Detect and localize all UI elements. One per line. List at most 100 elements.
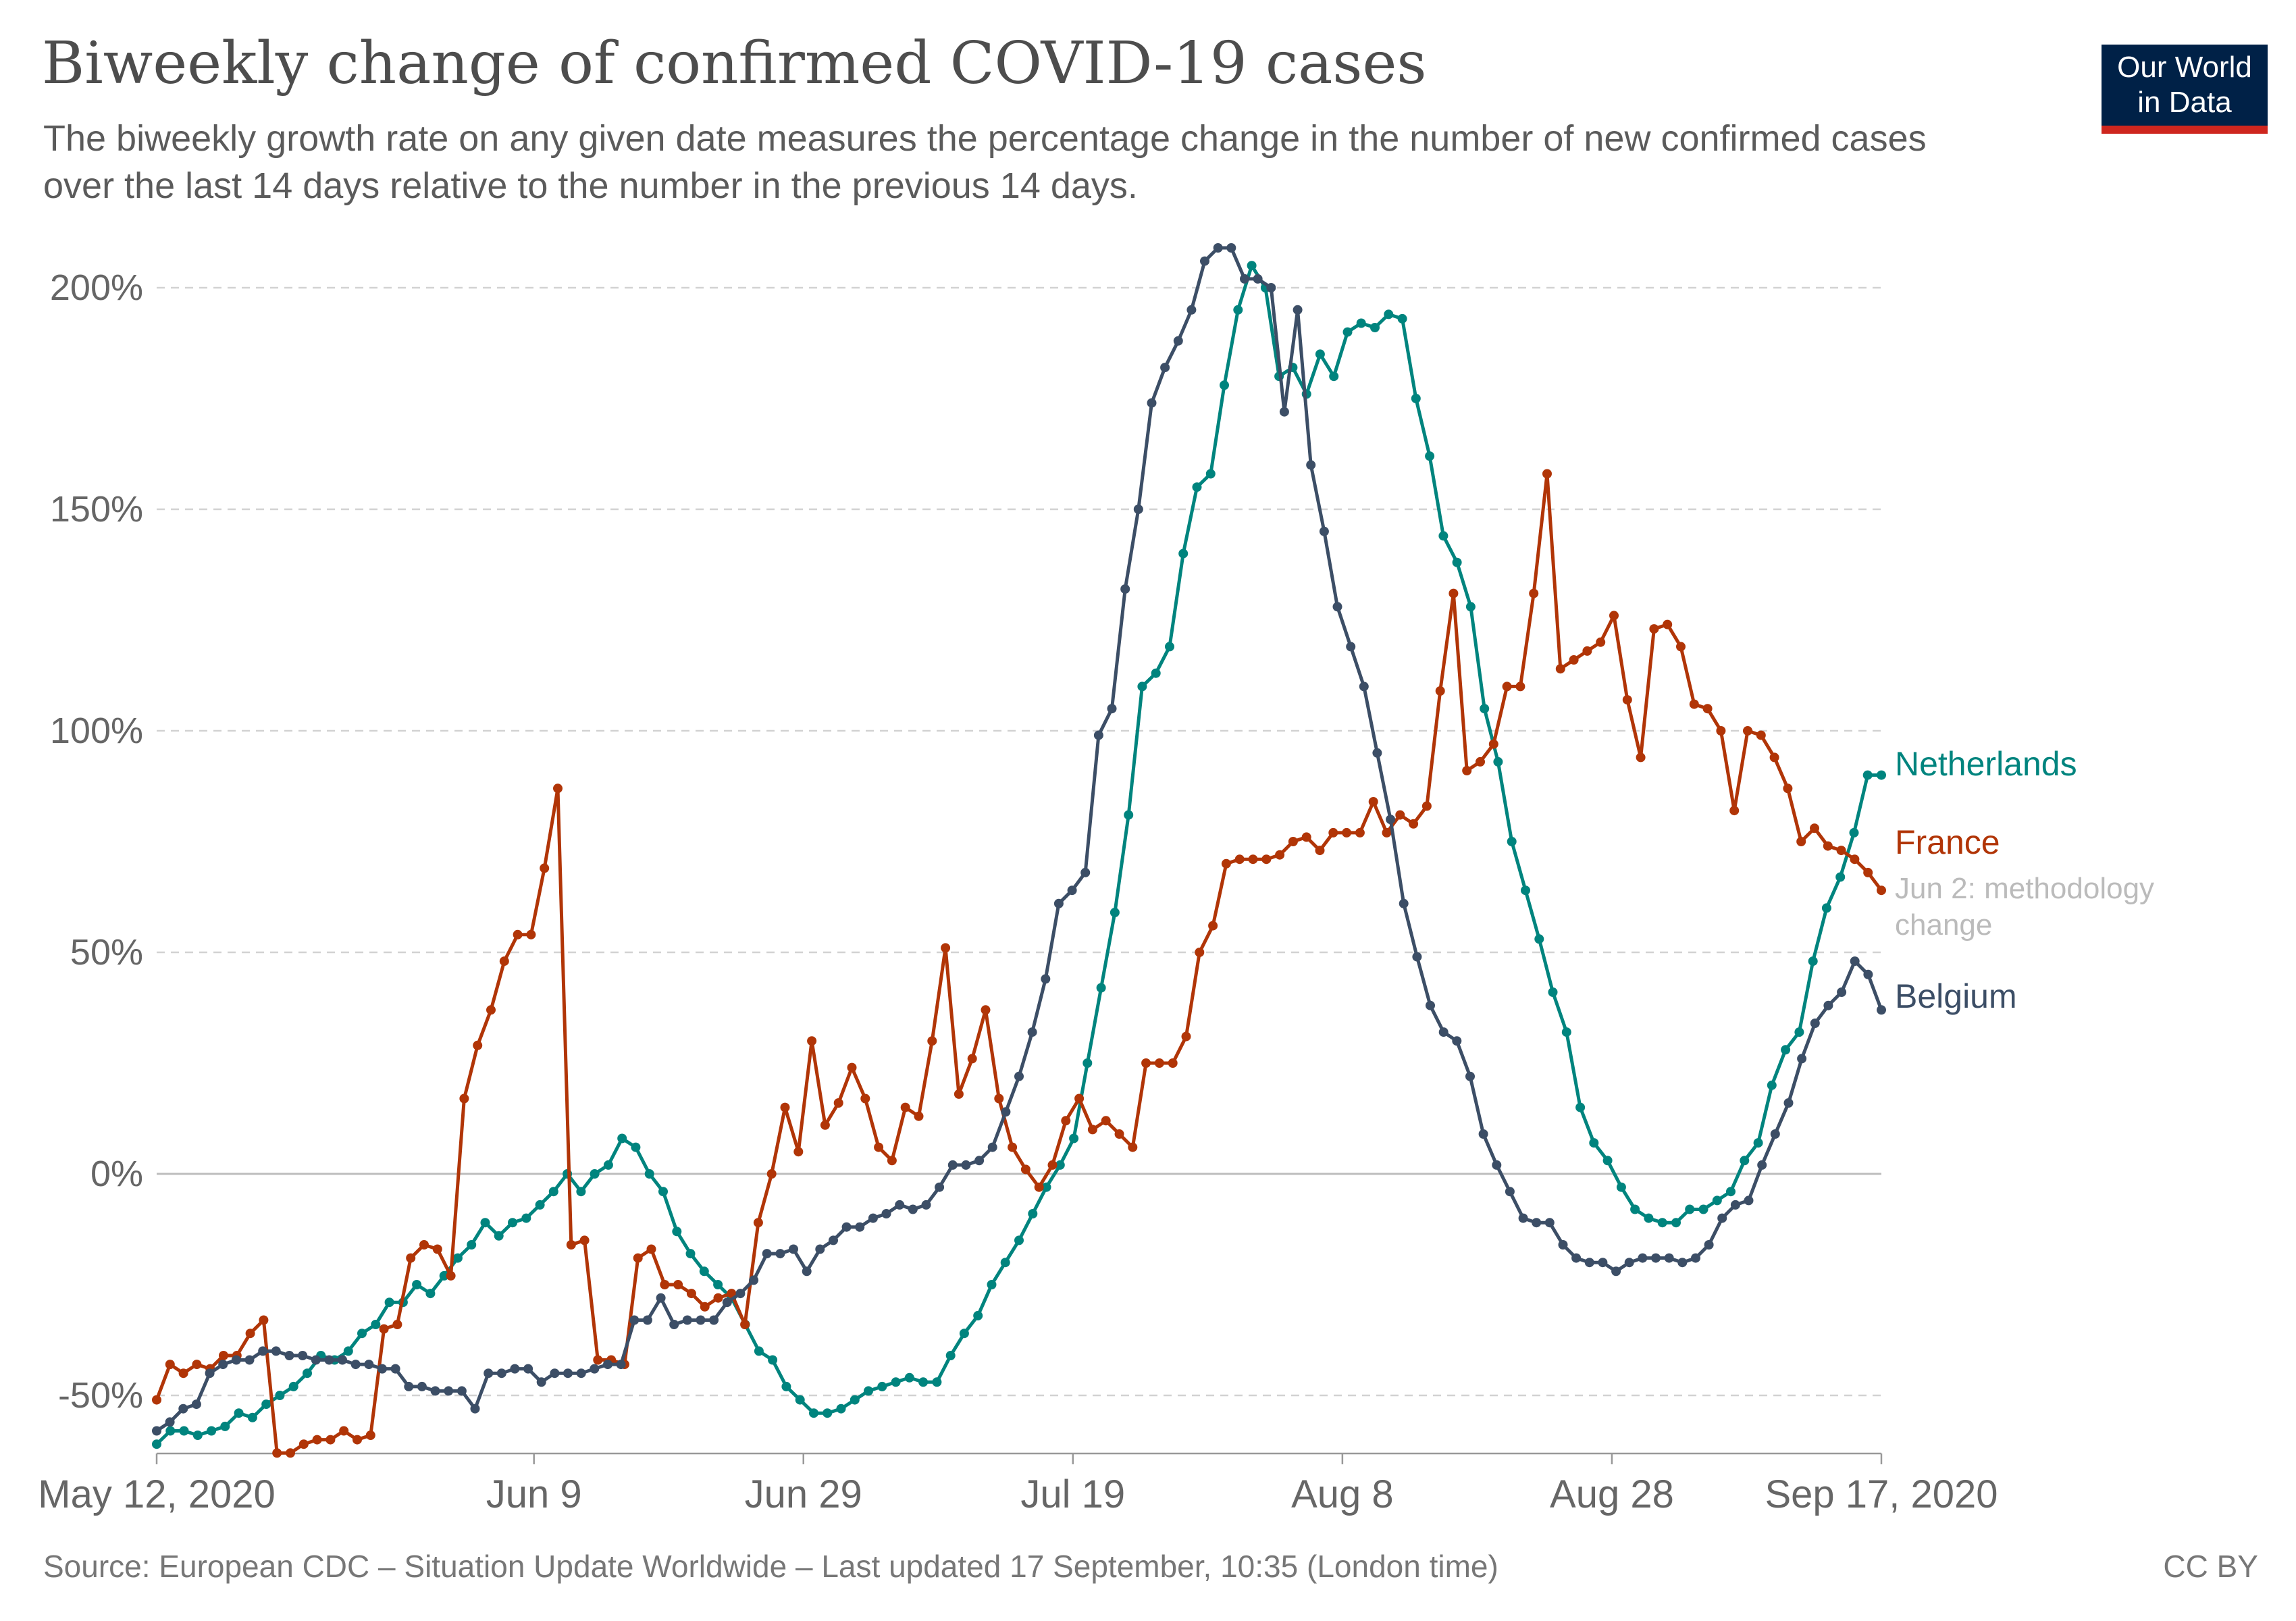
data-point: [1810, 1019, 1820, 1028]
data-point: [1133, 505, 1143, 514]
x-tick-label: May 12, 2020: [38, 1472, 275, 1516]
data-point: [833, 1098, 843, 1108]
data-point: [864, 1386, 873, 1396]
data-point: [682, 1315, 692, 1325]
legend-label-belgium: Belgium: [1895, 977, 2017, 1015]
data-point: [700, 1302, 710, 1312]
data-point: [1266, 283, 1276, 292]
data-point: [406, 1253, 416, 1263]
data-point: [1205, 469, 1216, 479]
data-point: [1096, 983, 1106, 993]
data-point: [521, 1213, 531, 1223]
data-point: [616, 1360, 626, 1370]
data-point: [1689, 699, 1699, 709]
data-point: [1147, 398, 1157, 408]
data-point: [432, 1244, 442, 1254]
data-point: [298, 1439, 309, 1449]
data-point: [1808, 956, 1818, 967]
series-line: [155, 472, 1883, 1455]
data-point: [390, 1364, 400, 1374]
data-point: [1685, 1204, 1695, 1214]
owid-logo[interactable]: Our World in Data: [2102, 45, 2268, 134]
data-point: [1253, 274, 1263, 284]
data-point: [987, 1280, 997, 1289]
data-point: [809, 1408, 818, 1418]
data-point: [1877, 770, 1886, 780]
data-point: [1069, 1133, 1079, 1143]
data-point: [1386, 815, 1396, 825]
data-point: [1502, 681, 1512, 692]
data-point: [1124, 810, 1134, 820]
data-point: [1835, 872, 1846, 882]
data-point: [456, 1386, 467, 1396]
data-point: [1507, 837, 1517, 846]
data-point: [1602, 1156, 1613, 1166]
data-point: [656, 1293, 666, 1303]
data-point: [259, 1315, 269, 1325]
data-point: [1657, 1218, 1667, 1228]
data-point: [1355, 827, 1365, 838]
data-point: [780, 1102, 790, 1112]
data-point: [1609, 611, 1619, 621]
data-point: [1492, 1160, 1502, 1170]
data-point: [740, 1320, 750, 1329]
data-point: [1712, 1195, 1722, 1206]
data-point: [1061, 1116, 1071, 1126]
data-point: [1596, 637, 1606, 647]
source-note: Source: European CDC – Situation Update …: [43, 1549, 1498, 1584]
data-point: [1047, 1160, 1058, 1170]
data-point: [1093, 730, 1103, 740]
data-point: [357, 1329, 367, 1339]
data-point: [220, 1421, 230, 1431]
data-point: [1165, 642, 1174, 652]
data-point: [754, 1346, 764, 1356]
data-point: [1275, 850, 1285, 860]
data-point: [1412, 952, 1422, 962]
data-point: [1120, 584, 1130, 594]
data-point: [513, 929, 523, 940]
data-point: [1783, 1098, 1794, 1108]
data-point: [860, 1093, 870, 1104]
data-point: [1671, 1218, 1681, 1228]
series-labels: Netherlands France Belgium Jun 2: methodolo…: [1895, 745, 2154, 1015]
data-point: [881, 1209, 891, 1218]
data-point: [523, 1364, 533, 1374]
data-point: [908, 1204, 918, 1214]
series-netherlands: [152, 261, 1886, 1449]
data-point: [1630, 1204, 1640, 1214]
data-point: [467, 1240, 477, 1250]
data-point: [365, 1431, 375, 1440]
data-point: [945, 1351, 956, 1360]
data-point: [579, 1235, 590, 1245]
data-point: [1616, 1182, 1626, 1192]
data-point: [644, 1169, 654, 1179]
data-point: [1240, 274, 1249, 284]
data-point: [1767, 1080, 1777, 1090]
data-point: [165, 1426, 176, 1436]
data-point: [629, 1315, 640, 1325]
grid-lines: [157, 286, 1881, 1397]
data-point: [904, 1372, 914, 1383]
data-point: [1028, 1209, 1038, 1218]
data-point: [1226, 243, 1236, 253]
data-point: [288, 1381, 298, 1391]
data-point: [1101, 1116, 1111, 1126]
data-point: [709, 1315, 719, 1325]
data-point: [1548, 987, 1558, 997]
data-point: [1676, 642, 1686, 652]
license-link[interactable]: CC BY: [2163, 1549, 2258, 1584]
data-point: [874, 1142, 884, 1152]
data-point: [1080, 867, 1091, 877]
data-point: [1569, 655, 1579, 665]
data-point: [563, 1368, 573, 1379]
data-point: [205, 1368, 215, 1379]
data-point: [553, 783, 563, 794]
data-point: [631, 1142, 641, 1152]
data-point: [642, 1315, 652, 1325]
data-point: [452, 1253, 463, 1263]
data-point: [669, 1320, 679, 1329]
data-point: [1342, 327, 1353, 337]
data-point: [338, 1355, 347, 1365]
data-point: [1529, 588, 1539, 598]
data-point: [1154, 1058, 1164, 1068]
